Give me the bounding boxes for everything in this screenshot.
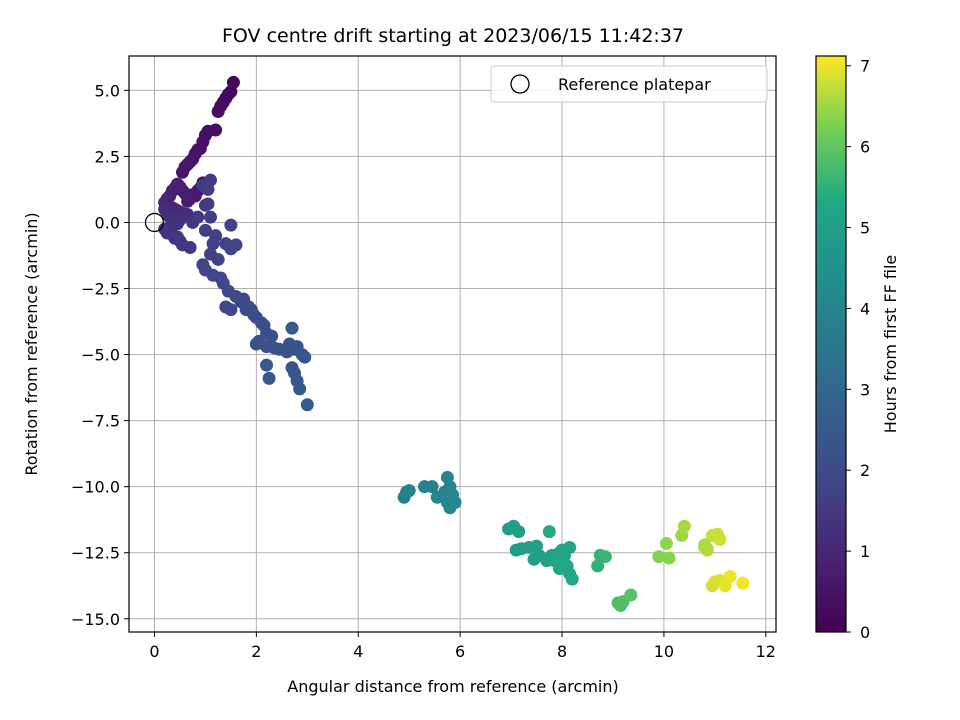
- x-tick-label: 2: [251, 642, 261, 661]
- y-tick-label: −5.0: [81, 346, 120, 365]
- scatter-point: [300, 398, 314, 412]
- scatter-point: [659, 536, 673, 550]
- y-tick-label: 5.0: [95, 81, 120, 100]
- y-tick-label: 0.0: [95, 213, 120, 232]
- scatter-point: [723, 570, 737, 584]
- scatter-point: [206, 237, 220, 251]
- scatter-point: [224, 303, 238, 317]
- scatter-point: [598, 550, 612, 564]
- scatter-point: [558, 562, 572, 576]
- scatter-point: [201, 182, 215, 196]
- scatter-point: [293, 382, 307, 396]
- scatter-point: [183, 241, 197, 255]
- scatter-point: [542, 525, 556, 539]
- legend-box: [490, 65, 768, 103]
- colorbar-tick-label: 7: [860, 57, 870, 76]
- y-tick-label: −2.5: [81, 280, 120, 299]
- colorbar-tick-label: 3: [860, 380, 870, 399]
- scatter-point: [249, 337, 263, 351]
- scatter-point: [563, 540, 577, 554]
- x-tick-label: 12: [756, 642, 776, 661]
- scatter-point: [262, 371, 276, 385]
- scatter-point: [624, 588, 638, 602]
- scatter-point: [662, 551, 676, 565]
- colorbar-tick-label: 0: [860, 623, 870, 642]
- colorbar-tick-label: 5: [860, 219, 870, 238]
- scatter-point: [700, 542, 714, 556]
- scatter-point: [224, 242, 238, 256]
- y-tick-label: 2.5: [95, 147, 120, 166]
- colorbar-tick-label: 4: [860, 299, 870, 318]
- scatter-point: [591, 559, 605, 573]
- y-tick-label: −7.5: [81, 412, 120, 431]
- scatter-point: [440, 496, 454, 510]
- colorbar-tick-label: 1: [860, 542, 870, 561]
- scatter-point: [175, 165, 189, 179]
- colorbar-gradient: [816, 56, 846, 632]
- reference-marker: [144, 212, 165, 233]
- x-tick-label: 8: [557, 642, 567, 661]
- scatter-point: [425, 480, 439, 494]
- y-tick-label: −15.0: [71, 610, 120, 629]
- x-tick-label: 10: [654, 642, 674, 661]
- y-tick-label: −12.5: [71, 544, 120, 563]
- scatter-point: [527, 552, 541, 566]
- legend: Reference platepar: [490, 65, 768, 103]
- x-axis-label: Angular distance from reference (arcmin): [287, 677, 618, 696]
- reference-platepar-marker: [144, 212, 165, 233]
- scatter-point: [173, 213, 187, 227]
- scatter-point: [509, 543, 523, 557]
- scatter-point: [512, 525, 526, 539]
- scatter-point: [677, 519, 691, 533]
- legend-marker-reference: [510, 74, 530, 94]
- grid: [129, 56, 776, 632]
- colorbar-ticks: 0 1 2 3 4 5 6 7: [846, 57, 870, 642]
- scatter-point: [239, 303, 253, 317]
- colorbar: 0 1 2 3 4 5 6 7 Hours from first FF file: [815, 55, 900, 642]
- x-tick-label: 4: [353, 642, 363, 661]
- scatter-point: [736, 576, 750, 590]
- scatter-point: [211, 104, 225, 118]
- scatter-point: [285, 321, 299, 335]
- scatter-point: [298, 350, 312, 364]
- colorbar-tick-label: 6: [860, 138, 870, 157]
- colorbar-frame: [815, 55, 847, 633]
- x-tick-label: 6: [455, 642, 465, 661]
- legend-label-reference: Reference platepar: [558, 75, 711, 94]
- scatter-point: [201, 197, 215, 211]
- y-axis-ticks: 5.0 2.5 0.0 −2.5 −5.0 −7.5 −10.0 −12.5 −15.0: [71, 81, 129, 629]
- colorbar-tick-label: 2: [860, 461, 870, 480]
- scatter-point: [265, 329, 279, 343]
- scatter-point: [713, 533, 727, 547]
- scatter-point: [224, 218, 238, 232]
- x-tick-label: 0: [149, 642, 159, 661]
- scatter-points: [158, 75, 750, 613]
- scatter-point: [211, 252, 225, 266]
- scatter-point: [652, 550, 666, 564]
- y-tick-label: −10.0: [71, 478, 120, 497]
- scatter-point: [565, 572, 579, 586]
- chart-title: FOV centre drift starting at 2023/06/15 …: [222, 25, 684, 47]
- scatter-point: [204, 210, 218, 224]
- plot-frame: [128, 55, 777, 633]
- scatter-point: [260, 358, 274, 372]
- scatter-point: [198, 223, 212, 237]
- scatter-point: [191, 210, 205, 224]
- y-axis-label: Rotation from reference (arcmin): [22, 212, 41, 475]
- colorbar-label: Hours from first FF file: [881, 255, 900, 434]
- x-axis-ticks: 0 2 4 6 8 10 12: [149, 632, 776, 661]
- scatter-point: [402, 484, 416, 498]
